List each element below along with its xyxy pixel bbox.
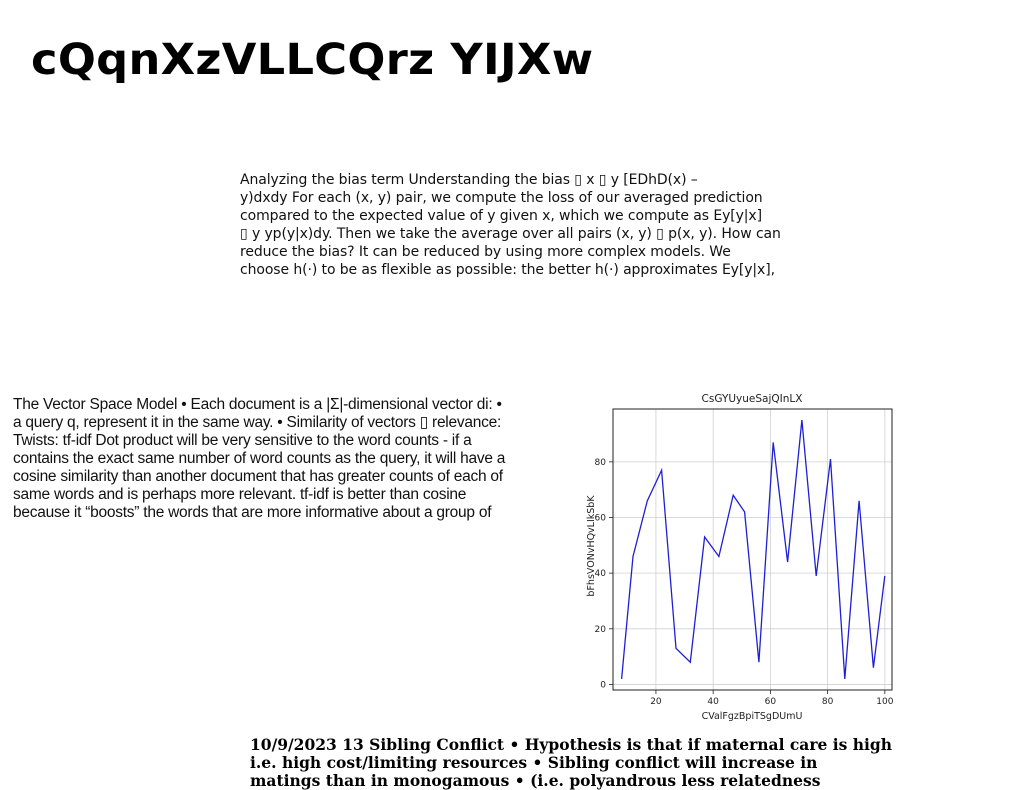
text-line: compared to the expected value of y give… <box>240 207 785 225</box>
sibling-conflict-text-block: 10/9/2023 13 Sibling Conflict • Hypothes… <box>250 736 920 790</box>
chart-title: CsGYUyueSajQInLX <box>702 393 803 405</box>
text-line: Twists: tf-idf Dot product will be very … <box>13 432 543 450</box>
vector-space-text-block: The Vector Space Model • Each document i… <box>13 396 543 522</box>
text-line: ▯ y yp(y|x)dy. Then we take the average … <box>240 225 785 243</box>
text-line: because it “boosts” the words that are m… <box>13 504 543 522</box>
y-tick-label: 0 <box>600 680 606 690</box>
x-tick-label: 80 <box>822 697 834 707</box>
text-line: matings than in monogamous • (i.e. polya… <box>250 772 920 790</box>
text-line: contains the exact same number of word c… <box>13 450 543 468</box>
x-tick-label: 20 <box>650 697 662 707</box>
text-line: cosine similarity than another document … <box>13 468 543 486</box>
x-tick-label: 60 <box>765 697 777 707</box>
y-tick-label: 20 <box>595 625 607 635</box>
chart-plot <box>622 420 885 679</box>
y-tick-label: 80 <box>595 458 607 468</box>
series-line <box>622 420 885 679</box>
bias-text-block: Analyzing the bias term Understanding th… <box>240 171 785 279</box>
x-tick-label: 40 <box>707 697 719 707</box>
text-line: a query q, represent it in the same way.… <box>13 414 543 432</box>
chart-y-axis-label: bFhsVONvHQvLIkSbK <box>586 495 597 597</box>
page-title: cQqnXzVLLCQrz YIJXw <box>31 34 593 86</box>
text-line: The Vector Space Model • Each document i… <box>13 396 543 414</box>
x-tick-label: 100 <box>876 697 893 707</box>
text-line: y)dxdy For each (x, y) pair, we compute … <box>240 189 785 207</box>
text-line: same words and is perhaps more relevant.… <box>13 486 543 504</box>
text-line: i.e. high cost/limiting resources • Sibl… <box>250 754 920 772</box>
text-line: reduce the bias? It can be reduced by us… <box>240 243 785 261</box>
text-line: choose h(·) to be as flexible as possibl… <box>240 261 785 279</box>
text-line: 10/9/2023 13 Sibling Conflict • Hypothes… <box>250 736 920 754</box>
chart-grid <box>613 409 892 690</box>
chart-x-axis-label: CValFgzBpiTSgDUmU <box>702 711 803 722</box>
chart-frame <box>613 409 892 690</box>
text-line: Analyzing the bias term Understanding th… <box>240 171 785 189</box>
